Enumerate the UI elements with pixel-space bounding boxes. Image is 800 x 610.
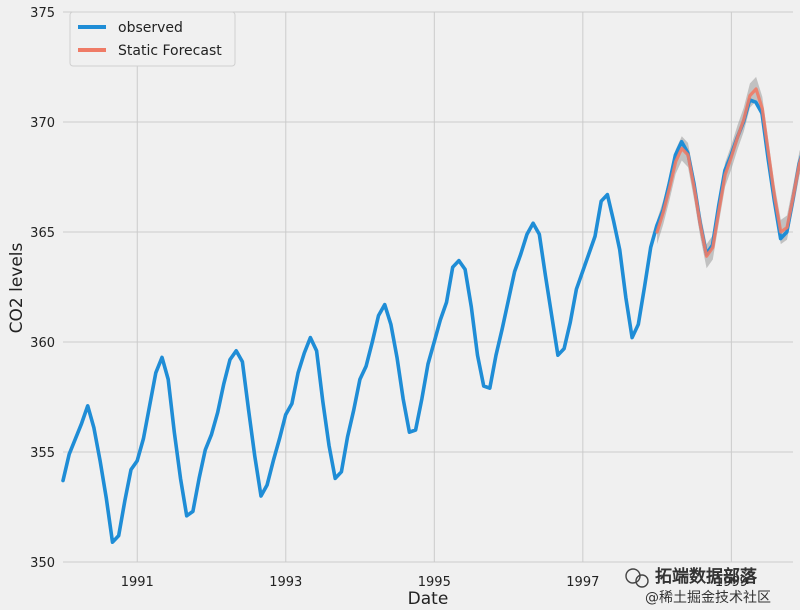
y-tick-label: 350 (30, 556, 55, 571)
watermark-label: 拓端数据部落 (655, 566, 758, 587)
watermark: 拓端数据部落 @稀土掘金技术社区 (625, 566, 771, 606)
y-tick-label: 365 (30, 226, 55, 241)
x-tick-label: 1999 (715, 575, 748, 590)
series-lines (61, 87, 800, 545)
x-tick-label: 1991 (121, 575, 154, 590)
legend: observed Static Forecast (69, 11, 236, 67)
watermark-footer: @稀土掘金技术社区 (645, 590, 771, 606)
legend-label-observed: observed (118, 20, 183, 36)
y-tick-label: 370 (30, 116, 55, 131)
wechat-icon (625, 568, 649, 588)
legend-label-static-forecast: Static Forecast (118, 43, 222, 59)
series-line-observed (61, 98, 800, 545)
y-axis-title: CO2 levels (7, 242, 27, 333)
plot-area (63, 12, 793, 562)
y-tick-label: 375 (30, 6, 55, 21)
x-tick-label: 1997 (566, 575, 599, 590)
legend-box (69, 11, 236, 67)
y-tick-labels: 350 355 360 365 370 375 (30, 6, 55, 571)
y-tick-label: 360 (30, 336, 55, 351)
x-tick-labels: 1991 1993 1995 1997 1999 (121, 575, 748, 590)
x-tick-label: 1995 (418, 575, 451, 590)
y-tick-label: 355 (30, 446, 55, 461)
x-tick-label: 1993 (269, 575, 302, 590)
series-line-static-forecast (655, 87, 800, 258)
x-axis-title: Date (408, 589, 449, 609)
